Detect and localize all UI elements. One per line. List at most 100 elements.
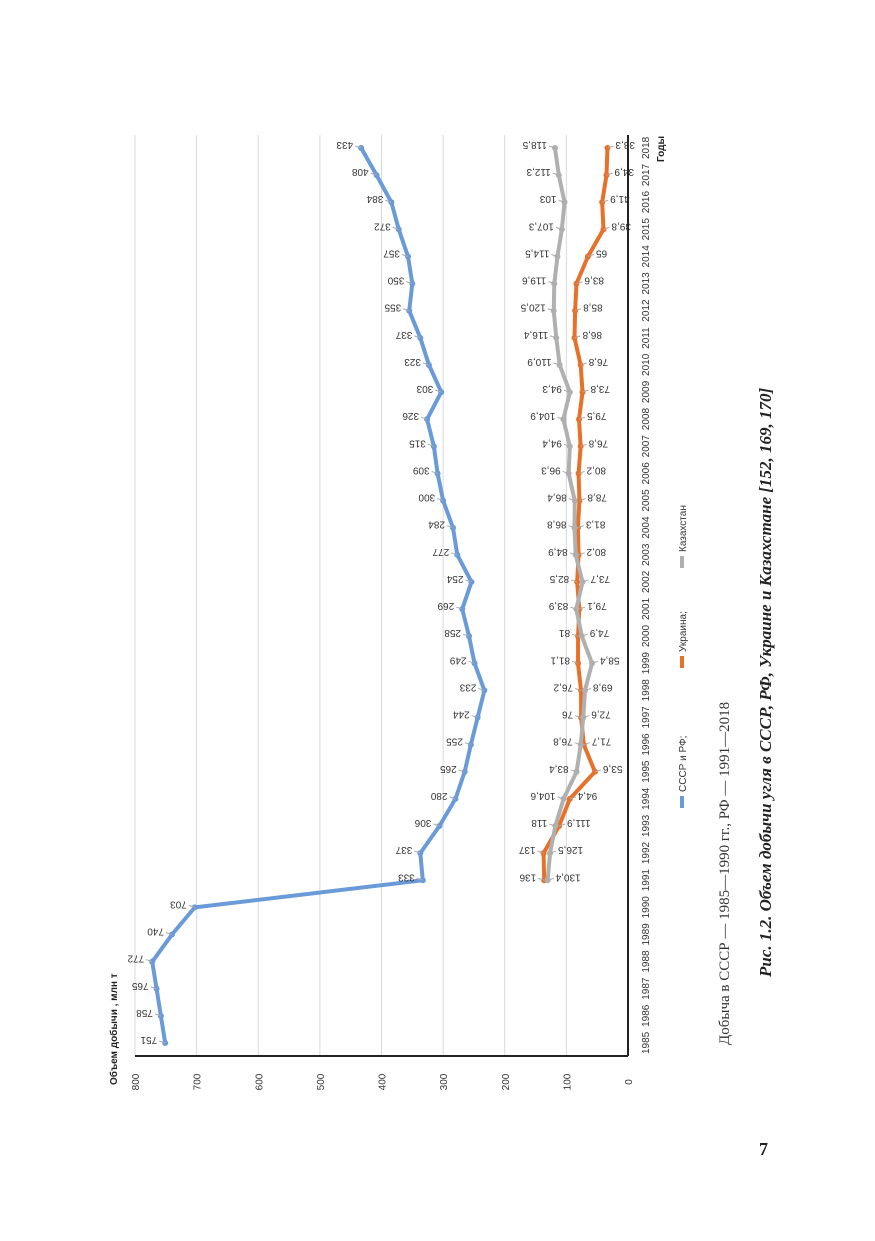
data-label: 126,5 [558,844,583,855]
label-leader [583,742,590,746]
data-label: 112,3 [526,166,551,177]
data-label: 740 [147,926,164,937]
year-tick-label: 2017 [641,163,652,186]
data-label: 350 [387,275,404,286]
data-label: 86,8 [582,329,602,340]
data-label: 80,2 [586,546,606,557]
label-leader [603,226,610,230]
label-leader [464,742,472,746]
data-label: 258 [444,627,461,638]
label-leader [594,769,602,773]
data-label: 309 [412,464,429,475]
value-tick-label: 400 [378,1073,389,1090]
data-label: 82,5 [549,573,569,584]
label-leader [574,687,582,691]
data-label: 58,4 [600,654,620,665]
label-leader [568,525,575,529]
value-tick-label: 100 [562,1073,573,1090]
label-leader [584,687,592,691]
data-label: 65 [596,247,608,258]
data-label: 758 [136,1007,153,1018]
year-tick-label: 2011 [641,327,652,349]
data-label: 120,5 [520,302,545,313]
data-label: 86,8 [547,519,567,530]
label-leader [577,525,585,529]
data-label: 772 [127,953,144,964]
page-number: 7 [759,1139,768,1159]
label-leader [159,1040,166,1044]
year-tick-label: 1988 [641,950,652,973]
data-label: 84,9 [548,546,568,557]
year-tick-label: 2015 [641,218,652,241]
data-label: 69,8 [593,681,613,692]
year-tick-label: 1999 [641,652,652,675]
data-label: 233 [459,681,476,692]
data-label: 265 [440,763,457,774]
label-leader [422,362,430,366]
label-leader [578,552,585,556]
data-label: 244 [453,709,470,720]
data-label: 357 [383,247,400,258]
data-label: 96,3 [541,464,561,475]
value-tick-label: 500 [316,1073,327,1090]
label-leader [579,498,586,502]
data-label: 73,8 [590,383,610,394]
data-label: 326 [402,410,419,421]
label-leader [468,660,475,664]
data-label: 337 [395,844,412,855]
label-leader [555,226,563,230]
data-label: 83,4 [549,763,569,774]
label-leader [548,145,556,149]
label-leader [574,742,581,746]
label-leader [458,769,465,773]
data-label: 103 [539,193,556,204]
data-label: 94,3 [542,383,562,394]
value-tick-label: 300 [439,1073,450,1090]
year-tick-label: 2005 [641,489,652,512]
year-tick-label: 2012 [641,299,652,322]
label-leader [538,877,545,881]
year-tick-label: 1985 [641,1031,652,1054]
data-label: 79,1 [587,600,607,611]
label-leader [591,660,599,664]
label-leader [414,850,421,854]
axes: 0 100 200 300 400 500 600 700 800 1985 1986 1987 198… [131,135,652,1090]
data-label: 33,3 [615,139,635,150]
label-leader [553,362,560,366]
data-label: 76,2 [553,681,573,692]
label-leader [385,199,392,203]
data-label: 81 [559,627,571,638]
label-leader [150,986,157,990]
label-leader [583,715,590,719]
data-label: 72,6 [591,709,611,720]
series-line [541,147,610,881]
value-tick-label: 600 [254,1073,265,1090]
label-leader [154,1013,162,1017]
label-leader [146,959,153,963]
year-tick-label: 2006 [641,462,652,485]
data-label: 306 [414,817,431,828]
data-label: 433 [336,139,353,150]
legend-label: Украина; [678,611,689,652]
label-leader [549,823,556,827]
year-tick-label: 2002 [641,570,652,593]
data-label: 86,4 [547,492,567,503]
data-label: 94,4 [577,790,597,801]
data-label: 107,3 [528,220,553,231]
y-axis-title: Объем добычи , млн т [108,973,120,1085]
data-label: 408 [351,166,368,177]
label-leader [557,416,564,420]
label-leader [370,172,377,176]
data-label: 136 [519,871,536,882]
label-leader [607,145,614,149]
label-leader [558,823,566,827]
year-tick-label: 1994 [641,787,652,810]
label-leader [462,633,470,637]
data-label: 333 [398,871,415,882]
year-tick-label: 1986 [641,1004,652,1027]
label-leader [416,877,423,881]
legend: СССР и РФ; Украина; Казахстан [678,505,689,808]
label-leader [406,281,413,285]
data-label: 255 [446,736,463,747]
label-leader [581,633,589,637]
